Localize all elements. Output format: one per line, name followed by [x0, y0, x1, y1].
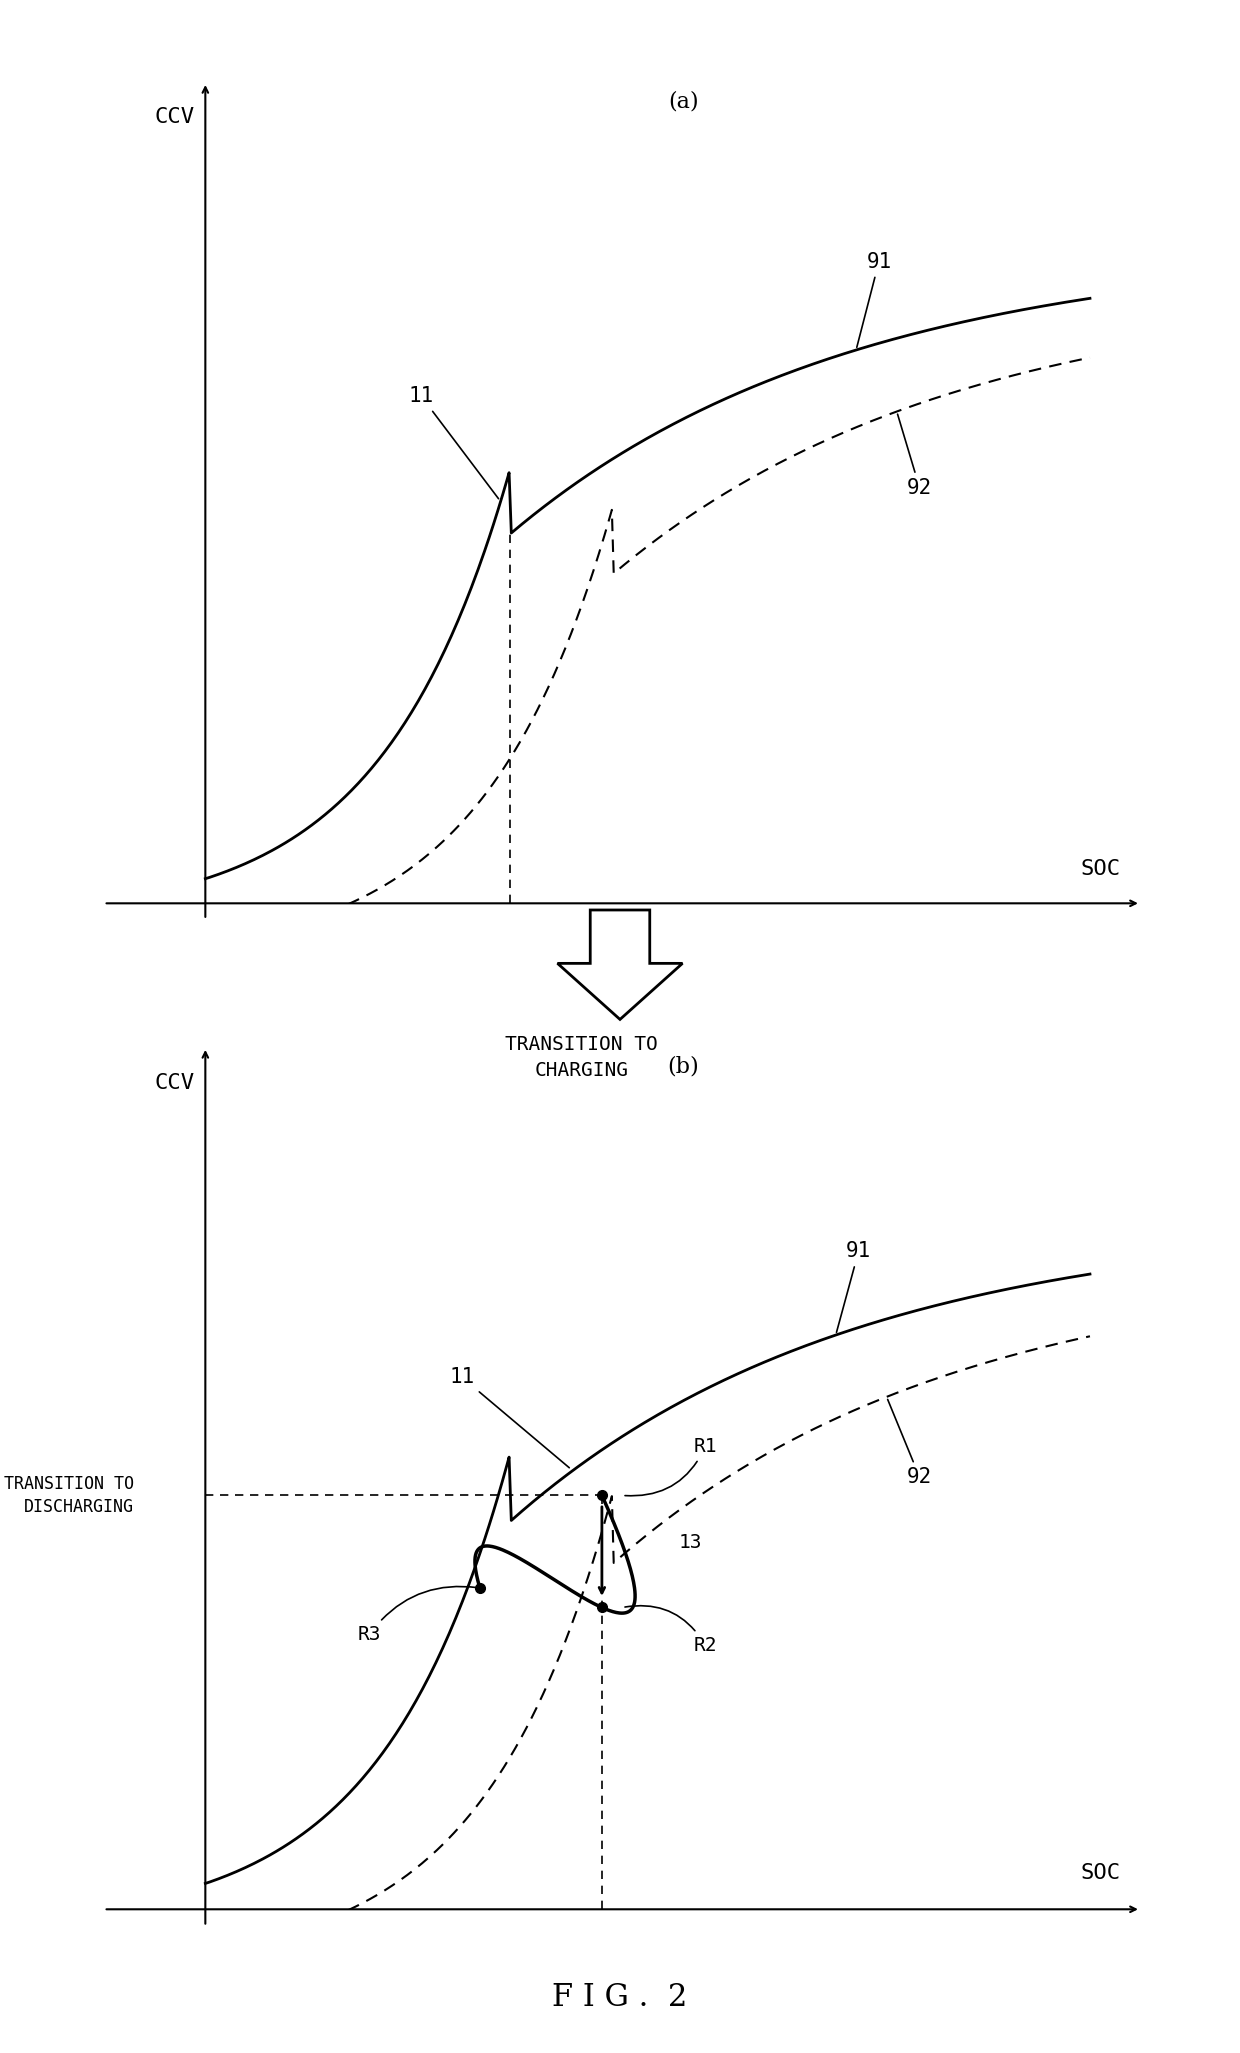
Text: F I G .  2: F I G . 2 [552, 1981, 688, 2014]
Text: (b): (b) [667, 1055, 699, 1078]
Text: (a): (a) [668, 90, 698, 113]
Text: TRANSITION TO
DISCHARGING: TRANSITION TO DISCHARGING [4, 1474, 134, 1517]
Text: 91: 91 [837, 1242, 872, 1332]
Text: 92: 92 [888, 1400, 932, 1486]
Text: SOC: SOC [1080, 858, 1121, 879]
Text: 91: 91 [857, 253, 892, 347]
Text: 11: 11 [449, 1367, 569, 1468]
Text: R2: R2 [625, 1605, 717, 1655]
Text: CCV: CCV [155, 107, 195, 127]
FancyArrow shape [558, 909, 682, 1020]
Text: R1: R1 [625, 1437, 717, 1497]
Text: R3: R3 [358, 1587, 477, 1644]
Text: 13: 13 [678, 1534, 702, 1552]
Text: TRANSITION TO
CHARGING: TRANSITION TO CHARGING [505, 1035, 658, 1080]
Text: SOC: SOC [1080, 1864, 1121, 1883]
Text: 11: 11 [409, 386, 498, 499]
Text: 92: 92 [898, 415, 932, 497]
Text: CCV: CCV [155, 1074, 195, 1092]
